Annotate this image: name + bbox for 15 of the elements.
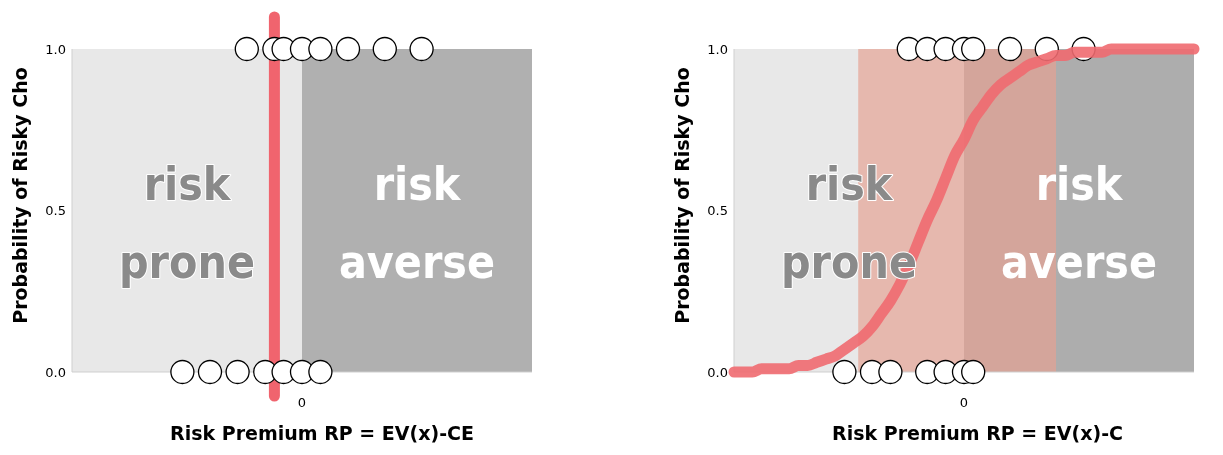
y-axis-title: Probability of Risky Cho [671, 67, 693, 324]
y-tick-label: 0.0 [707, 364, 728, 380]
y-tick-label: 0.5 [707, 203, 728, 219]
annotation: risk averse [1000, 157, 1158, 289]
x-axis-title: Risk Premium RP = EV(x)-CE [170, 422, 474, 444]
x-tick-label: 0 [959, 395, 969, 410]
y-tick-label: 0.5 [45, 203, 66, 219]
y-tick-label: 0.0 [45, 364, 66, 380]
annotation: risk averse [338, 157, 496, 289]
x-tick-label: 0 [297, 395, 307, 410]
x-axis-title: Risk Premium RP = EV(x)-C [832, 422, 1123, 444]
y-tick-label: 1.0 [707, 41, 728, 57]
annotation: risk prone [118, 157, 256, 289]
y-tick-label: 1.0 [45, 41, 66, 57]
y-axis-title: Probability of Risky Cho [9, 67, 31, 324]
